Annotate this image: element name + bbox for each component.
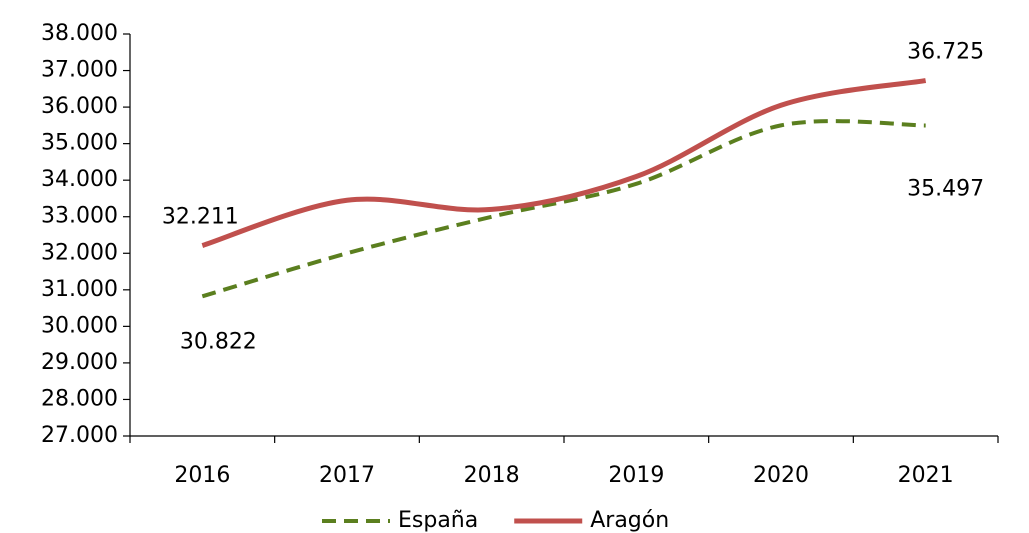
x-tick-label: 2020: [753, 463, 809, 488]
y-tick-label: 35.000: [41, 131, 118, 156]
y-tick-label: 37.000: [41, 58, 118, 83]
line-series: [201, 119, 926, 299]
x-tick-label: 2019: [608, 463, 664, 488]
line-series: [201, 78, 927, 248]
y-tick-label: 33.000: [41, 204, 118, 229]
legend-label: Aragón: [590, 508, 669, 533]
y-tick-label: 29.000: [41, 350, 118, 375]
data-label: 35.497: [907, 176, 984, 201]
y-tick-label: 28.000: [41, 386, 118, 411]
y-tick-label: 38.000: [41, 21, 118, 46]
x-tick-label: 2021: [898, 463, 954, 488]
y-tick-label: 30.000: [41, 313, 118, 338]
data-label: 32.211: [162, 205, 239, 230]
y-tick-label: 32.000: [41, 240, 118, 265]
x-tick-label: 2016: [174, 463, 230, 488]
data-label: 36.725: [907, 40, 984, 65]
y-tick-label: 27.000: [41, 423, 118, 448]
legend-label: España: [398, 508, 478, 533]
y-tick-label: 36.000: [41, 94, 118, 119]
y-tick-label: 34.000: [41, 167, 118, 192]
data-label: 30.822: [180, 329, 257, 354]
x-tick-label: 2018: [464, 463, 520, 488]
y-tick-label: 31.000: [41, 277, 118, 302]
x-tick-label: 2017: [319, 463, 375, 488]
